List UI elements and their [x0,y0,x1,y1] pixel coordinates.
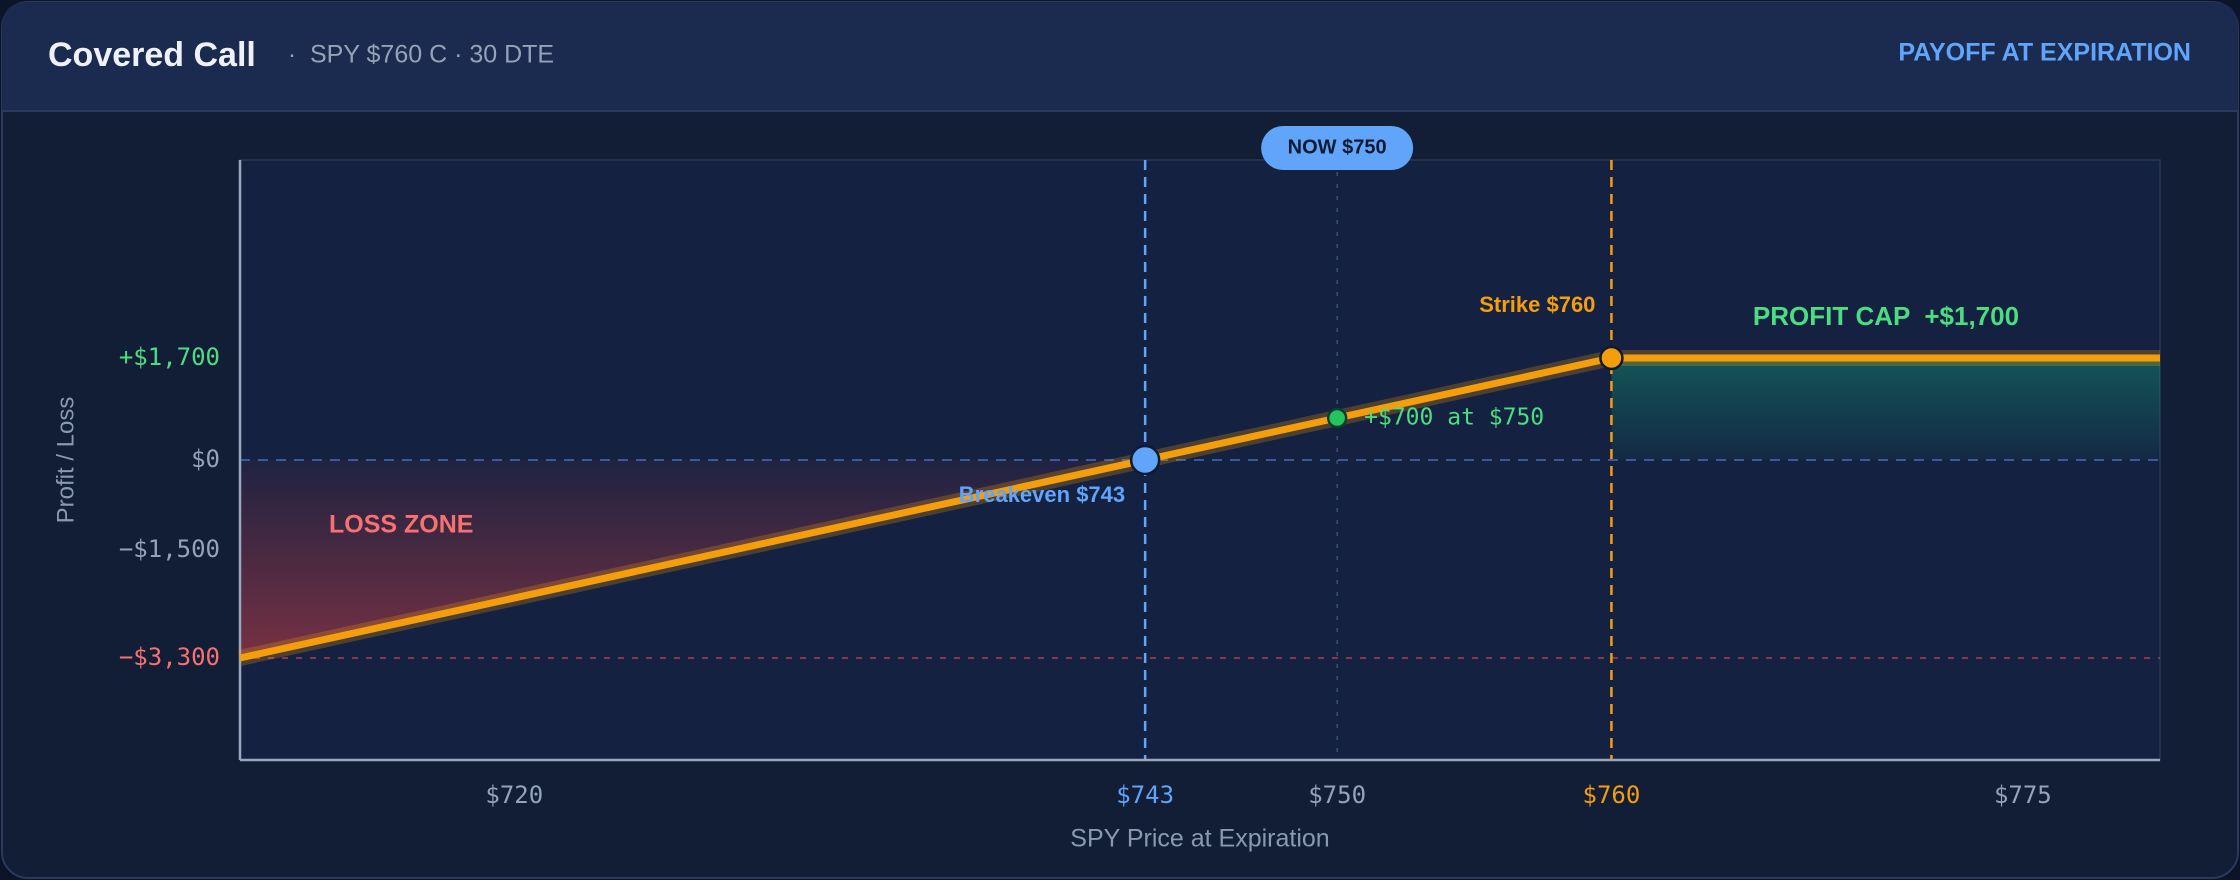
subtitle: SPY $760 C · 30 DTE [310,41,554,69]
y-tick-label: −$3,300 [119,643,220,671]
now-pill [1261,126,1414,170]
strike-label: Strike $760 [1479,292,1595,317]
x-tick-label: $720 [485,781,543,809]
header [2,2,2238,111]
x-axis-label: SPY Price at Expiration [1070,825,1329,853]
y-tick-label: $0 [191,445,220,473]
breakeven-label: Breakeven $743 [959,482,1125,507]
profit-zone-shade [1611,358,2160,460]
y-tick-label: −$1,500 [119,535,220,563]
point-marker [1326,407,1348,429]
point-marker [1599,345,1624,371]
x-tick-label: $750 [1308,781,1366,809]
y-tick-label: +$1,700 [119,343,220,371]
plot: +$1,700 $0 −$1,500 −$3,300 $720 $743 $750 $760 $… [119,126,2160,809]
now-label: NOW $750 [1288,136,1387,158]
header-label: PAYOFF AT EXPIRATION [1898,39,2191,67]
x-tick-label: $743 [1116,781,1174,809]
point-marker [1129,444,1161,476]
title: Covered Call [48,36,256,74]
point-label: +$700 at $750 [1364,405,1544,431]
profit-cap-label: PROFIT CAP +$1,700 [1753,301,2019,331]
separator: · [288,41,296,68]
x-tick-label: $775 [1994,781,2052,809]
x-tick-label: $760 [1583,781,1641,809]
loss-zone-label: LOSS ZONE [329,511,473,539]
y-axis-label: Profit / Loss [52,397,79,524]
